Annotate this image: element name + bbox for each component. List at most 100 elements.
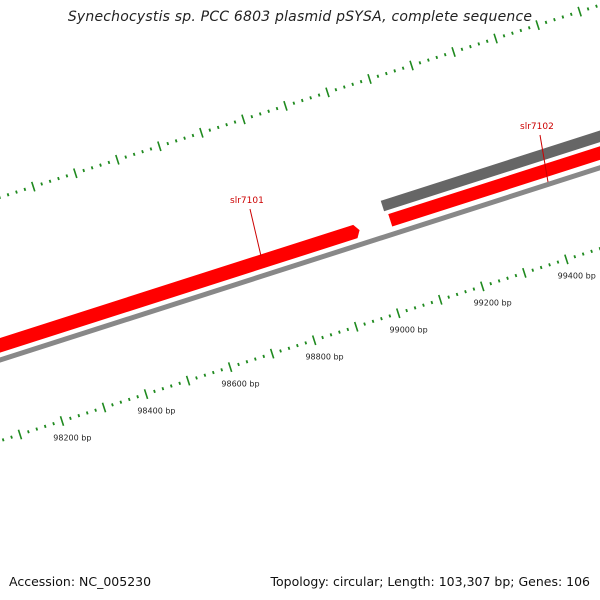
tick-mark xyxy=(590,249,593,254)
orf-track-upper xyxy=(380,130,600,212)
tick-mark xyxy=(169,384,173,388)
tick-mark xyxy=(225,123,228,127)
ruler-label: 98200 bp xyxy=(53,433,91,442)
tick-mark xyxy=(472,287,476,291)
tick-mark xyxy=(304,341,308,345)
tick-mark xyxy=(48,179,52,183)
tick-mark xyxy=(553,17,556,22)
tick-mark xyxy=(85,411,89,415)
sequence-backbone xyxy=(0,165,600,363)
ruler-label: 98400 bp xyxy=(137,406,175,415)
tick-mark xyxy=(577,6,582,17)
tick-mark xyxy=(203,373,207,377)
tick-mark xyxy=(359,79,363,84)
tick-mark xyxy=(174,139,178,143)
gene-label: slr7102 xyxy=(520,122,554,132)
tick-mark xyxy=(267,109,270,113)
tick-mark xyxy=(338,330,341,334)
tick-mark xyxy=(15,190,18,194)
tick-mark xyxy=(418,61,422,65)
tick-mark xyxy=(489,281,493,286)
tick-mark xyxy=(460,47,464,52)
tick-mark xyxy=(132,152,136,157)
tick-mark xyxy=(311,335,317,346)
tick-mark xyxy=(469,44,472,49)
tick-mark xyxy=(136,395,139,399)
accession-label: Accession: NC_005230 xyxy=(9,574,152,589)
tick-mark xyxy=(30,181,36,192)
tick-mark xyxy=(65,174,69,178)
tick-mark xyxy=(90,166,94,170)
tick-mark xyxy=(300,98,304,103)
tick-mark xyxy=(569,12,573,17)
tick-mark xyxy=(57,176,60,181)
tick-mark xyxy=(233,120,237,124)
tick-mark xyxy=(283,100,288,111)
tick-mark xyxy=(522,267,527,278)
tick-mark xyxy=(143,389,149,400)
tick-mark xyxy=(35,427,39,431)
tick-mark xyxy=(351,82,355,87)
tick-mark xyxy=(40,182,43,186)
lower-tick-track xyxy=(1,247,600,442)
tick-mark xyxy=(363,322,366,326)
tick-mark xyxy=(17,429,23,440)
tick-mark xyxy=(124,155,128,159)
tick-mark xyxy=(296,343,299,348)
tick-mark xyxy=(437,294,443,305)
tick-mark xyxy=(250,114,254,119)
tick-mark xyxy=(519,28,523,33)
tick-mark xyxy=(413,306,417,310)
tick-mark xyxy=(275,106,279,111)
tick-mark xyxy=(376,74,380,78)
tick-mark xyxy=(237,362,240,367)
tick-mark xyxy=(119,400,123,404)
tick-mark xyxy=(101,402,107,413)
tick-mark xyxy=(6,193,10,197)
tick-mark xyxy=(115,154,120,165)
tick-mark xyxy=(393,69,397,73)
tick-mark xyxy=(334,88,338,92)
upper-tick-track xyxy=(0,4,598,199)
gene-label-leader xyxy=(249,208,262,257)
tick-mark xyxy=(527,26,531,30)
tick-mark xyxy=(595,4,598,8)
gene-slr7102 xyxy=(388,146,600,227)
tick-mark xyxy=(353,321,359,332)
gene-label-leader xyxy=(539,134,549,183)
tick-mark xyxy=(23,187,27,192)
tick-mark xyxy=(107,160,111,165)
topology-summary: Topology: circular; Length: 103,307 bp; … xyxy=(270,574,591,589)
tick-mark xyxy=(321,335,324,340)
tick-mark xyxy=(153,389,156,394)
tick-mark xyxy=(195,376,198,380)
tick-mark xyxy=(269,348,275,359)
tick-mark xyxy=(254,357,257,361)
tick-mark xyxy=(464,290,467,294)
tick-mark xyxy=(191,133,195,138)
tick-mark xyxy=(455,292,459,297)
tick-mark xyxy=(447,295,450,299)
tick-mark xyxy=(342,85,346,89)
tick-mark xyxy=(477,42,481,46)
tick-mark xyxy=(220,368,224,372)
tick-mark xyxy=(422,303,425,307)
tick-mark xyxy=(388,314,392,318)
tick-mark xyxy=(245,360,249,364)
feature-tracks xyxy=(0,130,600,363)
tick-mark xyxy=(111,403,114,407)
tick-mark xyxy=(544,20,548,25)
label-layer: 98200 bp 98400 bp 98600 bp 98800 bp 99000 bp… xyxy=(53,122,596,442)
tick-mark xyxy=(1,438,5,442)
tick-mark xyxy=(199,127,204,138)
tick-mark xyxy=(514,273,518,278)
tick-mark xyxy=(141,149,144,154)
tick-mark xyxy=(581,252,585,256)
tick-mark xyxy=(564,254,569,265)
tick-mark xyxy=(409,60,414,71)
tick-mark xyxy=(241,114,246,125)
map-title: Synechocystis sp. PCC 6803 plasmid pSYSA… xyxy=(67,9,533,25)
tick-mark xyxy=(183,136,186,140)
tick-mark xyxy=(317,93,321,97)
